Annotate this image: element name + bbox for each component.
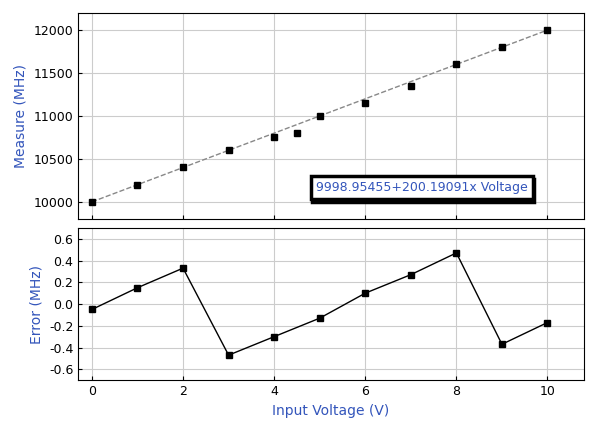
Y-axis label: Measure (MHz): Measure (MHz): [14, 64, 28, 168]
Text: 9998.95455+200.19091x Voltage: 9998.95455+200.19091x Voltage: [317, 184, 529, 197]
X-axis label: Input Voltage (V): Input Voltage (V): [273, 403, 389, 418]
Y-axis label: Error (MHz): Error (MHz): [29, 264, 43, 343]
Text: 9998.95455+200.19091x Voltage: 9998.95455+200.19091x Voltage: [316, 181, 528, 194]
